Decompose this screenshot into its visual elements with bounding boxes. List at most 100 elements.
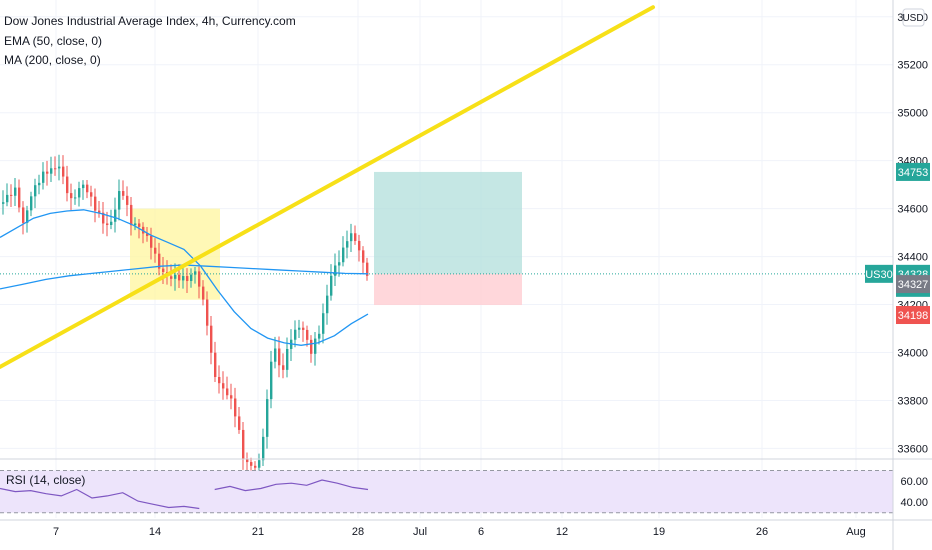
candle-body xyxy=(78,188,81,198)
currency-button[interactable] xyxy=(902,8,925,27)
candle-body xyxy=(46,171,49,174)
candle-body xyxy=(322,313,325,334)
currency-label: USD xyxy=(902,13,923,24)
candle-body xyxy=(350,233,353,242)
candle-body xyxy=(70,193,73,199)
trendline xyxy=(0,5,655,369)
candle-body xyxy=(334,265,337,276)
candles-layer xyxy=(2,154,369,480)
candle-body xyxy=(302,327,305,330)
candle-body xyxy=(30,196,33,211)
candle-body xyxy=(354,233,357,241)
candle-body xyxy=(42,171,45,183)
y-tick-label: 35200 xyxy=(897,60,928,72)
stop-price-label: 34198 xyxy=(898,310,929,322)
candle-body xyxy=(158,253,161,269)
symbol-tag-bg xyxy=(865,264,893,283)
candle-body xyxy=(270,361,273,400)
y-tick-label: 34400 xyxy=(897,252,928,264)
candle-body xyxy=(362,250,365,263)
x-tick-label: Aug xyxy=(846,526,866,538)
candle-body xyxy=(6,194,9,203)
x-tick-label: 19 xyxy=(653,526,665,538)
candle-body xyxy=(286,348,289,370)
candle-body xyxy=(346,241,349,248)
x-tick-label: 26 xyxy=(756,526,768,538)
indicator-ma-label: MA (200, close, 0) xyxy=(4,53,101,67)
candle-body xyxy=(10,194,13,196)
y-tick-label: 33800 xyxy=(897,395,928,407)
candle-body xyxy=(86,184,89,193)
rsi-label: RSI (14, close) xyxy=(6,473,85,487)
candle-body xyxy=(218,377,221,384)
candle-body xyxy=(310,339,313,354)
ema-50-line xyxy=(0,209,369,346)
candle-body xyxy=(298,327,301,330)
y-tick-label: 33600 xyxy=(897,443,928,455)
candle-body xyxy=(258,460,261,468)
indicator-ema-label: EMA (50, close, 0) xyxy=(4,34,102,48)
candle-body xyxy=(234,398,237,417)
rsi-pane xyxy=(0,458,932,514)
candle-body xyxy=(222,383,225,389)
trendline-layer xyxy=(0,5,655,369)
candle-body xyxy=(314,338,317,354)
x-tick-label: 6 xyxy=(478,526,484,538)
candle-body xyxy=(186,276,189,282)
candle-body xyxy=(162,268,165,273)
candle-body xyxy=(326,295,329,314)
candle-body xyxy=(182,276,185,281)
target-price-label: 34753 xyxy=(898,167,929,179)
candle-body xyxy=(338,262,341,266)
candle-body xyxy=(122,191,125,196)
marker-price-label: 34327 xyxy=(898,279,929,291)
candle-body xyxy=(294,329,297,340)
candle-body xyxy=(14,187,17,196)
symbol-tag: US30 xyxy=(865,269,893,281)
candle-body xyxy=(330,275,333,296)
candle-body xyxy=(226,388,229,396)
rsi-line xyxy=(0,487,200,510)
candle-body xyxy=(318,333,321,339)
rsi-line xyxy=(214,479,369,492)
candle-body xyxy=(214,352,217,378)
candle-body xyxy=(118,191,121,210)
candle-body xyxy=(38,182,41,186)
candle-body xyxy=(230,395,233,399)
candle-body xyxy=(114,209,117,222)
candle-body xyxy=(126,195,129,205)
stop-price-label-bg xyxy=(896,306,930,325)
candle-body xyxy=(146,233,149,236)
candle-body xyxy=(174,274,177,279)
candle-body xyxy=(18,187,21,208)
rsi-band xyxy=(0,470,893,513)
candle-body xyxy=(178,274,181,281)
x-tick-label: 14 xyxy=(149,526,161,538)
x-tick-label: 7 xyxy=(53,526,59,538)
candle-body xyxy=(190,274,193,282)
x-tick-label: Jul xyxy=(413,526,427,538)
candle-body xyxy=(106,223,109,226)
candle-body xyxy=(342,247,345,263)
candle-body xyxy=(50,168,53,174)
candle-body xyxy=(154,247,157,254)
candle-body xyxy=(274,348,277,362)
candle-body xyxy=(130,204,133,226)
chart-title: Dow Jones Industrial Average Index, 4h, … xyxy=(4,14,296,28)
candle-body xyxy=(134,223,137,226)
candle-body xyxy=(94,196,97,211)
x-tick-label: 28 xyxy=(352,526,364,538)
candle-body xyxy=(194,271,197,275)
candle-body xyxy=(358,240,361,251)
candle-body xyxy=(246,458,249,463)
candle-body xyxy=(90,192,93,197)
candle-body xyxy=(278,348,281,366)
candle-body xyxy=(66,176,69,194)
candle-body xyxy=(22,207,25,223)
candle-body xyxy=(58,166,61,169)
candle-body xyxy=(62,166,65,177)
candle-body xyxy=(266,399,269,437)
candle-body xyxy=(262,436,265,461)
